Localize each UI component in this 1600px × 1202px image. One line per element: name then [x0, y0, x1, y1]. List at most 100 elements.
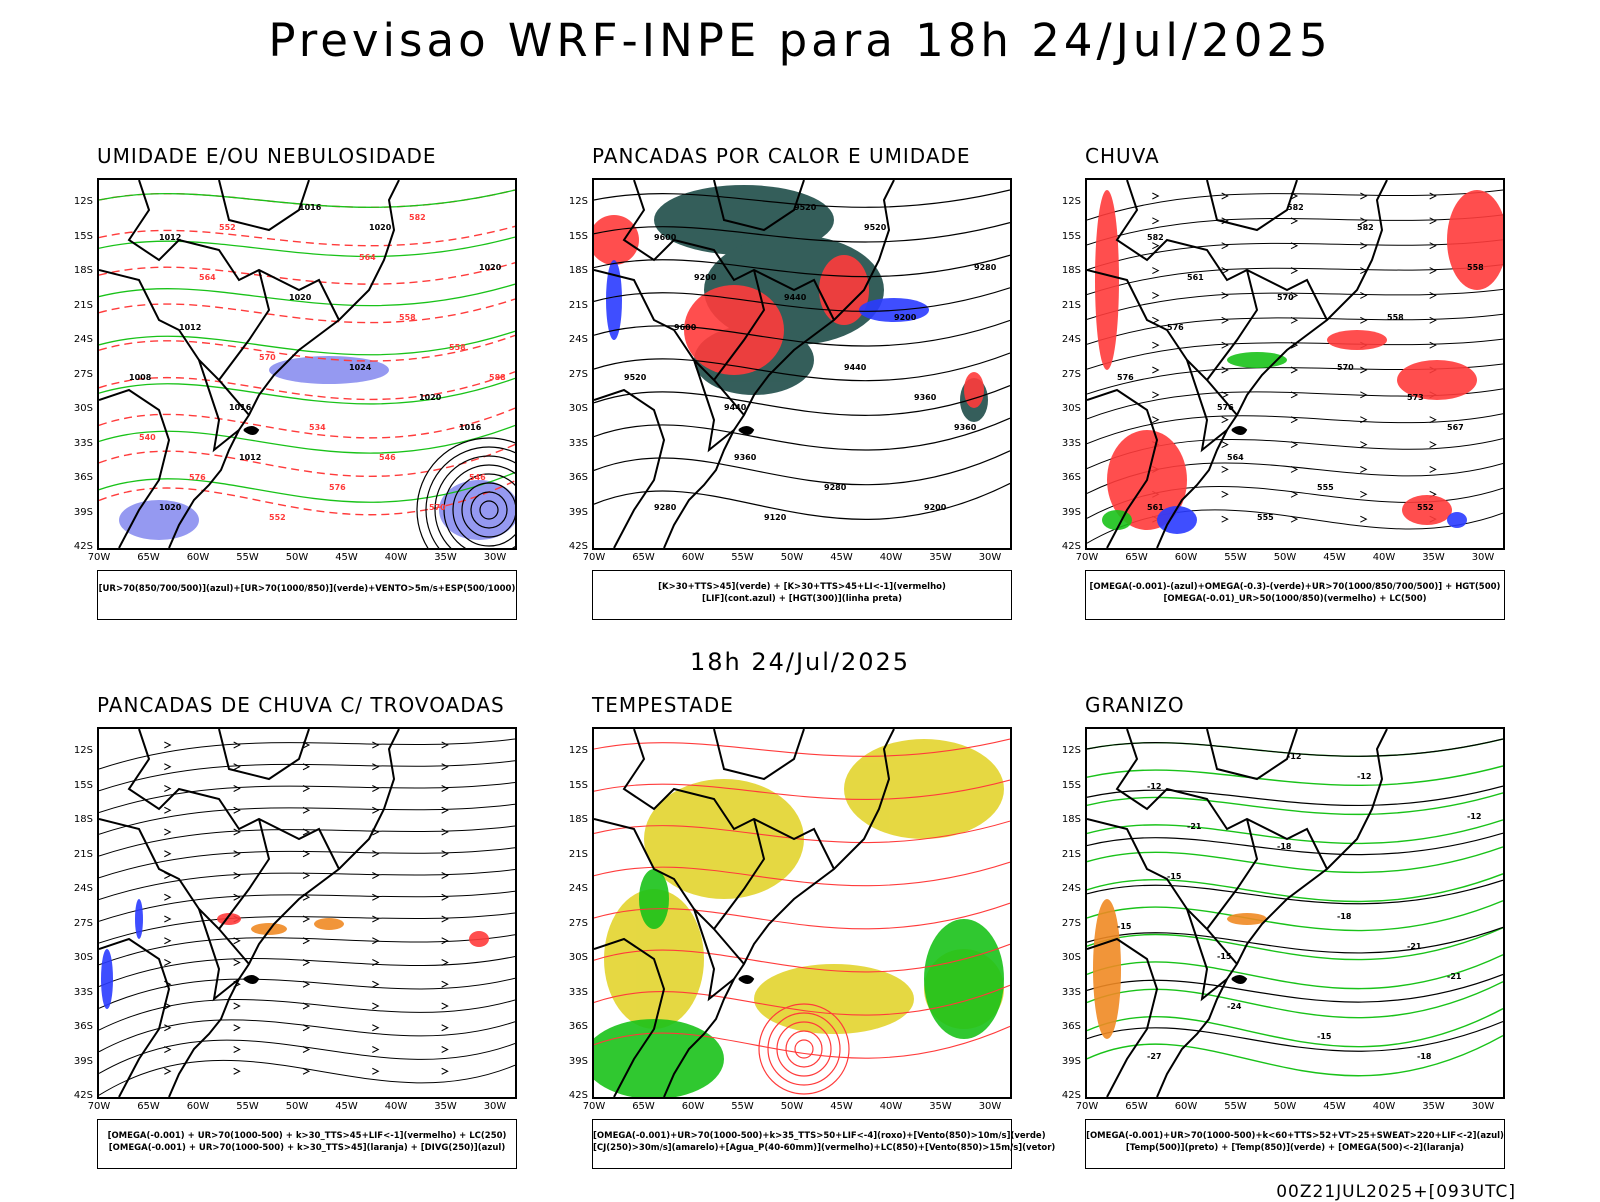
contour-value-label: 9600	[654, 233, 677, 242]
longitude-tick-label: 55W	[731, 1101, 754, 1112]
longitude-tick-label: 40W	[879, 1101, 903, 1112]
contour-value-label: 552	[219, 223, 236, 232]
contour-value-label: -21	[1187, 822, 1202, 831]
contour-value-label: 576	[329, 483, 346, 492]
latitude-tick-label: 21S	[1061, 848, 1081, 860]
contour-value-label: 564	[1227, 453, 1244, 462]
contour-value-label: 1020	[479, 263, 502, 272]
latitude-tick-label: 33S	[568, 986, 588, 998]
longitude-tick-label: 70W	[582, 1101, 606, 1112]
latitude-tick-label: 36S	[568, 1021, 588, 1032]
latitude-tick-label: 12S	[568, 196, 588, 207]
longitude-tick-label: 65W	[632, 1101, 655, 1112]
longitude-tick-label: 65W	[137, 552, 160, 563]
latitude-tick-label: 27S	[568, 368, 588, 380]
latitude-tick-label: 21S	[73, 848, 93, 860]
latitude-tick-label: 36S	[73, 472, 93, 483]
country-borders	[99, 729, 400, 1097]
latitude-tick-label: 24S	[73, 883, 93, 894]
latitude-tick-label: 36S	[568, 472, 588, 483]
contour-value-label: 570	[259, 353, 276, 362]
weather-map: 582 582 582 576 576 576 570 570 573 567 564 561 558 5…	[1085, 178, 1505, 550]
contour-value-label: 576	[1117, 373, 1134, 382]
latitude-tick-label: 18S	[1061, 814, 1081, 825]
contour-value-label: 546	[379, 453, 396, 462]
latitude-tick-label: 24S	[1061, 883, 1081, 894]
contour-value-label: 555	[1317, 483, 1334, 492]
contour-labels: 582 582 582 576 576 576 570 570 573 567 564 561 558 5…	[1117, 203, 1484, 522]
contour-labels: -12 -12 -12 -15 -15 -15 -18 -18 -21 -21 -24 -27 -12 -…	[1117, 752, 1481, 1061]
longitude-tick-label: 70W	[1075, 1101, 1099, 1112]
longitude-tick-label: 55W	[1224, 1101, 1247, 1112]
longitude-tick-label: 65W	[1125, 552, 1148, 563]
contour-value-label: 1008	[129, 373, 152, 382]
latitude-tick-label: 27S	[568, 917, 588, 929]
contour-value-label: 570	[429, 503, 446, 512]
contour-value-label: 9360	[914, 393, 937, 402]
latitude-tick-label: 30S	[1061, 403, 1081, 414]
latitude-tick-label: 18S	[73, 265, 93, 276]
legend-line: [UR>70(850/700/500)](azul)+[UR>70(1000/8…	[98, 584, 516, 594]
latitude-tick-label: 21S	[1061, 299, 1081, 311]
longitude-tick-label: 60W	[186, 1101, 210, 1112]
country-borders	[99, 180, 400, 548]
contour-value-label: 558	[449, 343, 466, 352]
cyclone-circulation	[758, 1003, 850, 1095]
weather-map	[97, 727, 517, 1099]
longitude-tick-label: 60W	[1174, 552, 1198, 563]
longitude-tick-label: 65W	[632, 552, 655, 563]
isolines	[594, 738, 1010, 1059]
longitude-tick-label: 40W	[384, 1101, 408, 1112]
latitude-tick-label: 30S	[73, 403, 93, 414]
latitude-tick-label: 12S	[1061, 745, 1081, 756]
latitude-tick-label: 39S	[73, 1055, 93, 1067]
contour-value-label: 9360	[954, 423, 977, 432]
longitude-tick-label: 40W	[1372, 1101, 1396, 1112]
contour-value-label: 1020	[159, 503, 182, 512]
legend-line: [LIF](cont.azul) + [HGT(300)](linha pret…	[701, 594, 903, 604]
longitude-tick-label: 65W	[137, 1101, 160, 1112]
contour-value-label: 9120	[764, 513, 787, 522]
latitude-tick-label: 24S	[1061, 334, 1081, 345]
latitude-tick-label: 15S	[1061, 230, 1081, 242]
contour-value-label: -15	[1317, 1032, 1332, 1041]
contour-value-label: 9520	[864, 223, 887, 232]
contour-value-label: 558	[1467, 263, 1484, 272]
panel-legend: [OMEGA(-0.001)+UR>70(1000-500)+k>35_TTS>…	[592, 1119, 1055, 1169]
longitude-tick-label: 50W	[1273, 1101, 1297, 1112]
longitude-tick-label: 55W	[731, 552, 754, 563]
contour-value-label: -24	[1227, 1002, 1242, 1011]
latitude-tick-label: 12S	[568, 745, 588, 756]
contour-value-label: 9440	[844, 363, 867, 372]
latitude-tick-label: 15S	[568, 779, 588, 791]
contour-value-label: 564	[359, 253, 376, 262]
longitude-tick-label: 55W	[1224, 552, 1247, 563]
longitude-tick-label: 50W	[780, 1101, 804, 1112]
latitude-tick-label: 21S	[73, 299, 93, 311]
contour-value-label: 552	[269, 513, 286, 522]
latitude-tick-label: 24S	[568, 883, 588, 894]
latitude-tick-label: 33S	[73, 986, 93, 998]
wind-green	[594, 869, 1004, 1097]
isolines	[594, 189, 1010, 520]
longitude-tick-label: 70W	[582, 552, 606, 563]
omega-orange	[1093, 899, 1267, 1039]
contour-value-label: 570	[1337, 363, 1354, 372]
country-borders	[1087, 180, 1388, 548]
contour-value-label: -18	[1277, 842, 1292, 851]
latitude-tick-label: 18S	[568, 265, 588, 276]
latitude-tick-label: 42S	[568, 541, 588, 552]
legend-line: [OMEGA(-0.001)-(azul)+OMEGA(-0.3)-(verde…	[1089, 582, 1501, 592]
contour-value-label: 1016	[459, 423, 482, 432]
contour-value-label: 576	[1217, 403, 1234, 412]
latitude-tick-label: 33S	[568, 437, 588, 449]
contour-value-label: 9200	[924, 503, 947, 512]
contour-value-label: 9600	[674, 323, 697, 332]
longitude-tick-label: 30W	[978, 1101, 1002, 1112]
panel-legend: [K>30+TTS>45](verde) + [K>30+TTS>45+LI<-…	[592, 570, 1012, 620]
latitude-tick-label: 30S	[568, 952, 588, 963]
run-time-label: 00Z21JUL2025+[093UTC]	[1276, 1182, 1516, 1202]
contour-value-label: -15	[1167, 872, 1182, 881]
weather-map: -12 -12 -12 -15 -15 -15 -18 -18 -21 -21 -24 -27 -12 -…	[1085, 727, 1505, 1099]
contour-labels: 9600 9520 9520 9520 9600 9440 9440 9440 9360 9360…	[624, 203, 997, 522]
